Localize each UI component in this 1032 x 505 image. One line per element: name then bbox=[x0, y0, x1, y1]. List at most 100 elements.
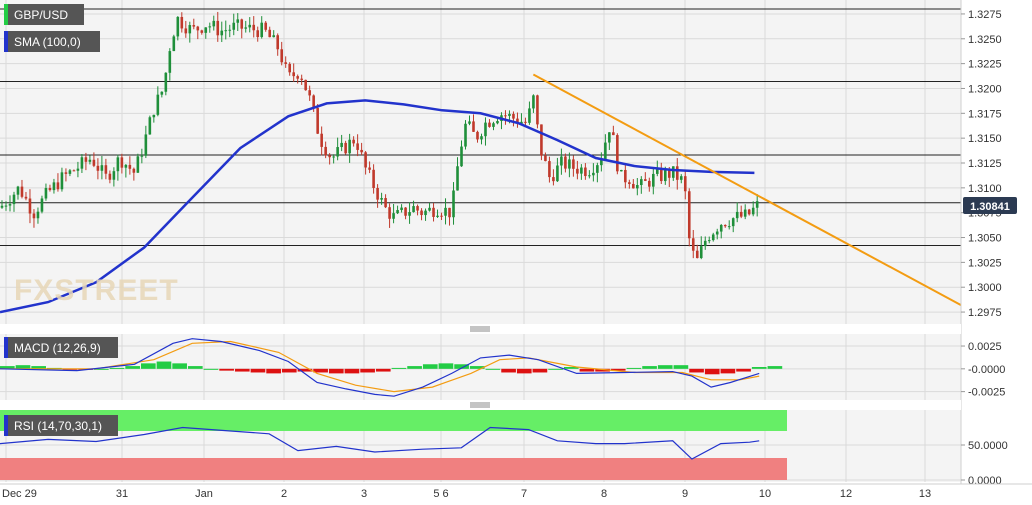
candle-body bbox=[152, 114, 156, 118]
descending-trendline bbox=[532, 73, 961, 306]
candle-body bbox=[204, 27, 208, 33]
candle-body bbox=[616, 135, 619, 172]
macd-histogram-bar bbox=[579, 368, 595, 372]
current-price-tag: 1.30841 bbox=[963, 197, 1017, 214]
panel-resize-handle[interactable] bbox=[0, 324, 961, 334]
x-tick-label: 13 bbox=[919, 488, 931, 500]
candle-body bbox=[484, 122, 487, 137]
candle-body bbox=[600, 159, 603, 166]
macd-histogram-bar bbox=[360, 368, 375, 373]
candle-body bbox=[80, 157, 84, 169]
macd-histogram-bar bbox=[391, 367, 407, 369]
candle-body bbox=[380, 198, 383, 200]
candle-body bbox=[340, 142, 343, 148]
candle-body bbox=[348, 139, 351, 154]
candle-body bbox=[460, 146, 463, 167]
candle-body bbox=[356, 143, 359, 150]
macd-histogram-bar bbox=[344, 368, 360, 374]
candle-body bbox=[344, 142, 347, 154]
y-tick-label: -0.0025 bbox=[968, 387, 1005, 399]
macd-histogram-bar bbox=[93, 368, 109, 370]
macd-legend[interactable]: MACD (12,26,9) bbox=[4, 337, 118, 358]
candle-body bbox=[240, 19, 244, 29]
macd-histogram-bar bbox=[203, 368, 219, 370]
candle-body bbox=[56, 182, 60, 190]
candle-body bbox=[448, 207, 451, 218]
trendline bbox=[532, 73, 961, 306]
candle-body bbox=[320, 133, 323, 147]
candle-body bbox=[140, 155, 144, 157]
candle-body bbox=[48, 187, 52, 191]
candle-body bbox=[520, 121, 523, 124]
candle-body bbox=[376, 187, 379, 200]
candle-body bbox=[192, 25, 196, 27]
candle-body bbox=[304, 79, 307, 91]
candle-body bbox=[464, 123, 467, 147]
candle-body bbox=[683, 176, 687, 192]
panel-resize-handle[interactable] bbox=[0, 400, 961, 410]
candle-body bbox=[548, 161, 551, 178]
candle-body bbox=[40, 198, 44, 212]
candle-body bbox=[400, 207, 403, 211]
candle-body bbox=[176, 16, 180, 37]
sma-legend[interactable]: SMA (100,0) bbox=[4, 31, 100, 52]
y-tick-label: 1.3100 bbox=[968, 183, 1002, 195]
candle-body bbox=[640, 179, 643, 186]
candle-body bbox=[212, 20, 216, 27]
y-tick-label: 1.2975 bbox=[968, 307, 1002, 319]
candle-body bbox=[132, 168, 136, 173]
y-tick-label: 0.0025 bbox=[968, 341, 1002, 353]
macd-histogram-bar bbox=[140, 363, 156, 369]
candle-body bbox=[328, 155, 331, 158]
candle-body bbox=[32, 213, 36, 219]
candle-body bbox=[612, 132, 615, 136]
candle-body bbox=[156, 94, 160, 115]
y-tick-label: 1.3125 bbox=[968, 158, 1002, 170]
candle-body bbox=[188, 25, 192, 34]
candle-body bbox=[436, 215, 439, 217]
candle-body bbox=[120, 157, 124, 168]
macd-histogram-bar bbox=[736, 368, 751, 372]
macd-histogram-bar bbox=[454, 364, 469, 369]
macd-histogram-bar bbox=[0, 366, 15, 369]
candle-body bbox=[667, 170, 671, 178]
macd-histogram-bar bbox=[642, 366, 657, 369]
candle-body bbox=[540, 124, 543, 156]
y-tick-label: 1.3025 bbox=[968, 257, 1002, 269]
candle-body bbox=[648, 180, 651, 187]
current-price-label: 1.30841 bbox=[970, 201, 1010, 213]
candle-body bbox=[564, 156, 567, 169]
candle-body bbox=[516, 118, 519, 124]
candle-body bbox=[592, 172, 595, 176]
candle-body bbox=[200, 30, 204, 33]
candle-body bbox=[608, 132, 611, 143]
rsi-legend[interactable]: RSI (14,70,30,1) bbox=[4, 415, 118, 436]
candle-body bbox=[444, 207, 447, 216]
candle-body bbox=[408, 212, 411, 216]
macd-histogram-bar bbox=[297, 368, 313, 372]
candle-body bbox=[68, 170, 72, 174]
macd-histogram-bar bbox=[626, 367, 642, 369]
macd-histogram-bar bbox=[501, 368, 516, 373]
rsi-overbought-zone bbox=[0, 410, 787, 431]
candle-body bbox=[384, 198, 387, 208]
symbol-legend[interactable]: GBP/USD bbox=[4, 4, 84, 25]
macd-histogram-bar bbox=[313, 368, 328, 373]
candle-body bbox=[663, 170, 667, 182]
candle-body bbox=[36, 211, 40, 219]
candle-body bbox=[452, 190, 455, 218]
macd-histogram-bar bbox=[548, 368, 563, 370]
candle-body bbox=[572, 159, 575, 169]
y-tick-label: 1.3050 bbox=[968, 233, 1002, 245]
candle-body bbox=[144, 134, 148, 156]
macd-histogram-bar bbox=[156, 361, 172, 369]
candle-body bbox=[360, 149, 363, 153]
candle-body bbox=[715, 231, 719, 235]
macd-histogram-bar bbox=[438, 363, 454, 369]
candle-body bbox=[679, 176, 683, 180]
macd-histogram-bar bbox=[673, 365, 689, 369]
candle-body bbox=[671, 166, 675, 178]
sma-100-line bbox=[0, 99, 755, 314]
candle-body bbox=[284, 62, 287, 64]
candle-body bbox=[644, 179, 647, 181]
